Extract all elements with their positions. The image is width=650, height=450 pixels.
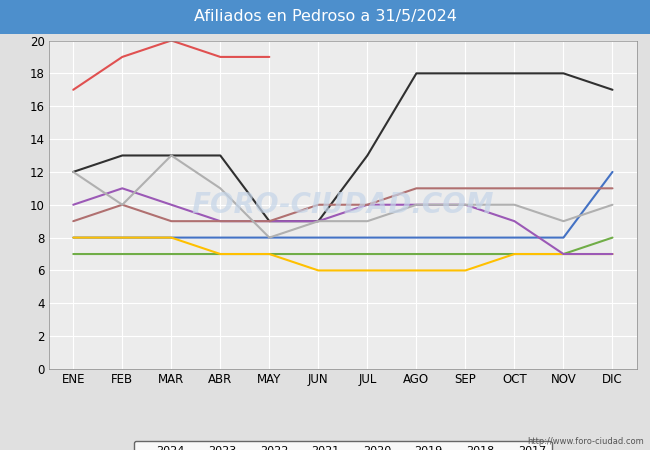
Text: FORO-CIUDAD.COM: FORO-CIUDAD.COM [192, 191, 494, 219]
Text: Afiliados en Pedroso a 31/5/2024: Afiliados en Pedroso a 31/5/2024 [194, 9, 456, 24]
Text: http://www.foro-ciudad.com: http://www.foro-ciudad.com [526, 436, 644, 446]
Legend: 2024, 2023, 2022, 2021, 2020, 2019, 2018, 2017: 2024, 2023, 2022, 2021, 2020, 2019, 2018… [134, 441, 552, 450]
